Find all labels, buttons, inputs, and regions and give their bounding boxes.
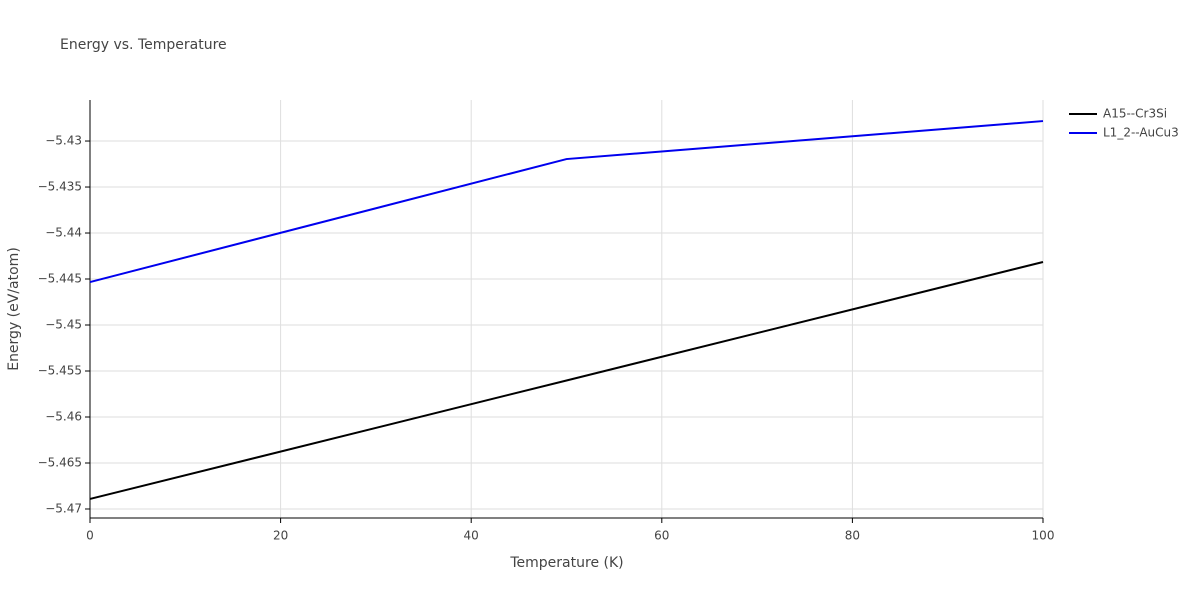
series-line bbox=[89, 120, 1044, 284]
y-tick-label: −5.45 bbox=[45, 318, 82, 332]
x-axis-title: Temperature (K) bbox=[509, 555, 623, 571]
series-line bbox=[89, 261, 1044, 500]
legend-label: L1_2--AuCu3 bbox=[1103, 126, 1179, 140]
y-tick-label: −5.47 bbox=[45, 501, 82, 515]
x-tick-label: 20 bbox=[273, 529, 288, 543]
x-tick-label: 60 bbox=[654, 529, 669, 543]
legend-label: A15--Cr3Si bbox=[1103, 107, 1167, 121]
x-tick-label: 100 bbox=[1032, 529, 1055, 543]
y-axis-title: Energy (eV/atom) bbox=[6, 247, 22, 371]
y-tick-label: −5.435 bbox=[38, 180, 82, 194]
y-tick-label: −5.455 bbox=[38, 364, 82, 378]
x-tick-label: 80 bbox=[845, 529, 860, 543]
x-tick-label: 40 bbox=[464, 529, 479, 543]
y-tick-label: −5.46 bbox=[45, 409, 82, 423]
chart-title: Energy vs. Temperature bbox=[60, 37, 227, 53]
y-tick-label: −5.43 bbox=[45, 134, 82, 148]
y-tick-label: −5.465 bbox=[38, 455, 82, 469]
y-tick-label: −5.44 bbox=[45, 226, 82, 240]
x-tick-label: 0 bbox=[86, 529, 94, 543]
y-tick-label: −5.445 bbox=[38, 272, 82, 286]
